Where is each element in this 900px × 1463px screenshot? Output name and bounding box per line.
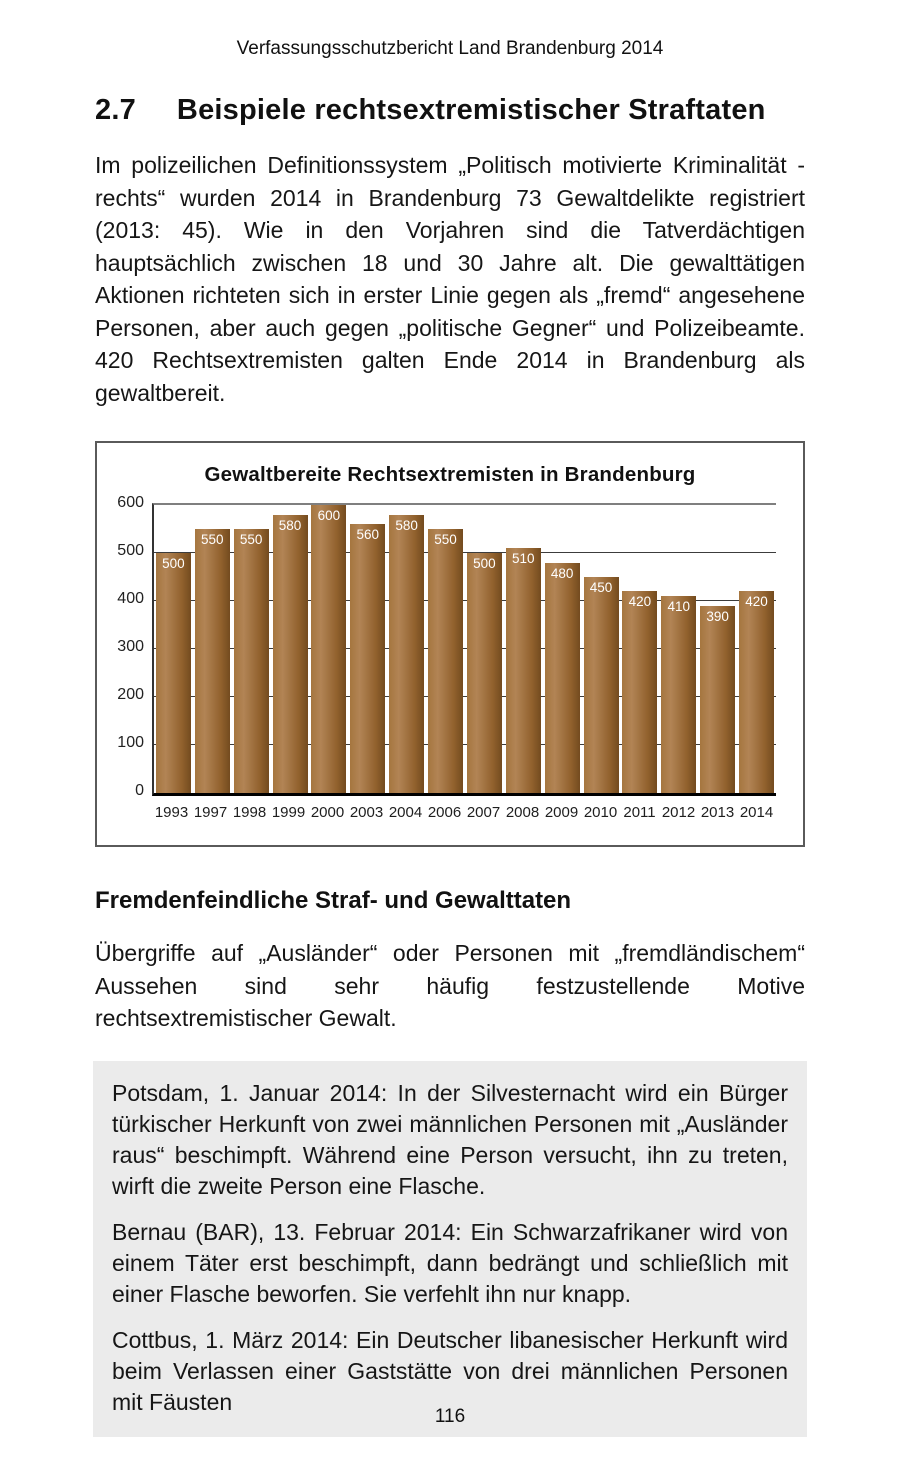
chart-gridline [154,696,776,697]
chart-bar: 450 [583,577,619,793]
example-item: Bernau (BAR), 13. Februar 2014: Ein Schw… [112,1218,788,1307]
chart-bar-value-label: 390 [706,608,729,624]
examples-box: Potsdam, 1. Januar 2014: In der Silveste… [93,1060,807,1437]
chart-plot-area: 500 550 550 580 600 560 580 550 500 510 480 450 420 4… [152,503,776,796]
chart-title: Gewaltbereite Rechtsextremisten in Brand… [204,463,696,486]
chart-x-tick-label: 2008 [505,804,540,821]
chart-x-axis: 1993 1997 1998 1999 2000 2003 2004 2006 2007 2008… [152,804,776,821]
chart-x-tick-label: 2009 [544,804,579,821]
chart-bar-value-label: 550 [434,532,457,547]
chart-y-tick-label: 300 [117,638,144,655]
chart-bar: 500 [466,553,502,793]
chart-bar: 420 [622,591,658,793]
chart-bar-slot: 420 [621,505,660,793]
chart-bar-value-label: 420 [745,594,768,610]
chart-bar-value-label: 550 [201,532,224,547]
chart-bar-value-label: 450 [589,580,613,595]
page-content: Verfassungsschutzbericht Land Brandenbur… [93,38,807,1437]
chart-gridline [154,744,776,745]
section-title: Beispiele rechtsextremistischer Straftat… [176,94,766,126]
chart-bar-slot: 410 [659,505,698,793]
chart-y-tick-label: 0 [135,782,144,799]
chart-x-tick-label: 2011 [623,804,656,821]
chart-x-tick-label: 2000 [310,804,345,821]
chart-gridline [154,648,776,649]
chart-bar-slot: 550 [193,505,232,793]
chart-bar: 600 [311,505,347,793]
chart-bar-slot: 500 [465,505,504,793]
chart-bar-slot: 580 [387,505,426,793]
chart-x-tick-label: 1999 [271,804,306,821]
chart-y-tick-label: 600 [117,494,144,511]
chart-bar: 560 [350,524,386,793]
chart-bar-value-label: 480 [550,565,574,581]
chart-bar: 500 [155,553,191,793]
chart-bar-value-label: 580 [278,517,302,533]
chart-bar-slot: 450 [582,505,621,793]
section-heading: 2.7 Beispiele rechtsextremistischer Stra… [95,94,805,127]
chart-x-tick-label: 1997 [193,804,228,821]
chart-bar: 550 [194,529,230,793]
chart-x-tick-label: 1993 [154,804,189,821]
chart-bar: 390 [700,605,736,793]
chart-bar-slot: 420 [737,505,776,793]
chart-bar-value-label: 510 [512,551,535,567]
bar-chart: Gewaltbereite Rechtsextremisten in Brand… [95,441,805,847]
chart-x-tick-label: 2010 [583,804,618,821]
chart-bar-slot: 600 [310,505,349,793]
chart-x-tick-label: 2012 [661,804,696,821]
chart-x-tick-label: 2014 [739,804,774,821]
chart-x-tick-label: 2013 [700,804,735,821]
intro-paragraph: Im polizeilichen Definitionssystem „Poli… [95,152,805,406]
example-item: Cottbus, 1. März 2014: Ein Deutscher lib… [112,1326,788,1415]
chart-y-tick-label: 400 [117,590,144,607]
chart-bar-slot: 510 [504,505,543,793]
chart-bar: 580 [389,514,425,793]
chart-bar-slot: 580 [271,505,310,793]
chart-bar-value-label: 600 [317,508,341,523]
running-header: Verfassungsschutzbericht Land Brandenbur… [236,38,664,59]
chart-bar-value-label: 500 [473,556,496,571]
chart-x-tick-label: 2006 [427,804,462,821]
example-item: Potsdam, 1. Januar 2014: In der Silveste… [112,1079,788,1199]
subsection-heading: Fremdenfeindliche Straf- und Gewalttaten [95,887,572,914]
chart-bar-slot: 500 [154,505,193,793]
chart-x-tick-label: 2004 [388,804,423,821]
chart-bar-value-label: 500 [162,556,185,571]
chart-bar-value-label: 550 [239,532,263,547]
chart-y-tick-label: 500 [117,542,144,559]
page-number: 116 [434,1406,466,1427]
chart-area: 0 100 200 300 400 500 600 500 550 550 580 600 560 58… [97,494,803,821]
section-number: 2.7 [95,94,136,126]
chart-gridline [154,552,776,553]
chart-bar-value-label: 410 [667,599,691,615]
chart-plot-wrap: 500 550 550 580 600 560 580 550 500 510 480 450 420 4… [152,503,776,821]
chart-bar: 410 [661,596,697,793]
chart-bar: 550 [428,529,464,793]
chart-bar-slot: 550 [232,505,271,793]
chart-y-axis: 0 100 200 300 400 500 600 [109,494,152,799]
chart-bar-slot: 480 [543,505,582,793]
chart-x-tick-label: 1998 [232,804,267,821]
chart-bar: 420 [739,591,775,793]
chart-bar-value-label: 420 [628,594,652,610]
chart-bar: 510 [505,548,541,793]
chart-bar: 550 [233,529,269,793]
chart-bar: 580 [272,514,308,793]
chart-bar-value-label: 580 [395,517,418,533]
chart-bar-slot: 390 [698,505,737,793]
chart-bar: 480 [544,562,580,793]
chart-gridline [154,600,776,601]
chart-y-tick-label: 100 [117,734,144,751]
chart-bar-slot: 550 [426,505,465,793]
chart-bar-value-label: 560 [356,527,380,543]
subsection-paragraph: Übergriffe auf „Ausländer“ oder Personen… [95,940,805,1031]
chart-x-tick-label: 2007 [466,804,501,821]
chart-bar-slot: 560 [348,505,387,793]
chart-x-tick-label: 2003 [349,804,384,821]
chart-y-tick-label: 200 [117,686,144,703]
